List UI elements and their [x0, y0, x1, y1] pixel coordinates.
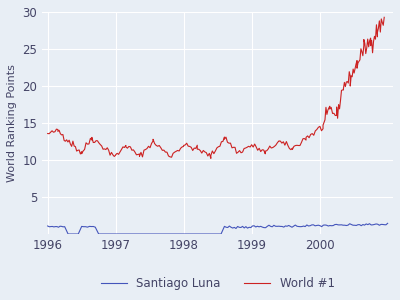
World #1: [45, 132, 50, 135]
Legend: Santiago Luna, World #1: Santiago Luna, World #1: [96, 272, 339, 295]
Santiago Luna: [372, 223, 377, 226]
World #1: [233, 146, 238, 149]
Santiago Luna: [45, 224, 50, 228]
World #1: [180, 145, 184, 149]
Santiago Luna: [300, 225, 304, 228]
Santiago Luna: [303, 225, 308, 228]
Santiago Luna: [385, 221, 390, 225]
World #1: [302, 137, 307, 140]
Y-axis label: World Ranking Points: World Ranking Points: [7, 64, 17, 182]
World #1: [382, 16, 387, 19]
World #1: [264, 149, 269, 152]
Santiago Luna: [354, 224, 359, 227]
World #1: [236, 150, 240, 154]
Line: Santiago Luna: Santiago Luna: [48, 223, 388, 234]
Santiago Luna: [54, 225, 59, 228]
Santiago Luna: [311, 223, 316, 226]
World #1: [208, 157, 213, 160]
Line: World #1: World #1: [48, 17, 384, 158]
World #1: [90, 136, 94, 139]
Santiago Luna: [66, 232, 70, 236]
